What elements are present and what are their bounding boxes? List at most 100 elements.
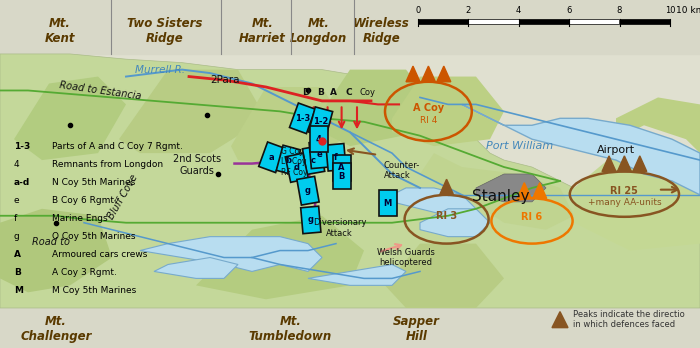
Text: Mt.
Challenger: Mt. Challenger <box>20 315 92 343</box>
Polygon shape <box>533 183 547 198</box>
Text: B: B <box>317 88 324 97</box>
Text: Mt.
Longdon: Mt. Longdon <box>290 17 347 45</box>
Text: 1-2: 1-2 <box>313 117 328 126</box>
Text: Wireless
Ridge: Wireless Ridge <box>353 17 410 45</box>
Text: Coy: Coy <box>360 88 375 97</box>
Bar <box>290 103 315 134</box>
Bar <box>326 144 346 171</box>
Bar <box>309 107 332 137</box>
Text: 4: 4 <box>516 6 522 15</box>
Text: 1-3: 1-3 <box>14 142 30 151</box>
Polygon shape <box>14 77 126 160</box>
Polygon shape <box>392 188 476 216</box>
Text: Armoured cars crews: Armoured cars crews <box>52 250 148 259</box>
Polygon shape <box>154 258 238 278</box>
Text: Road to Estancia: Road to Estancia <box>59 80 142 102</box>
Bar <box>297 176 319 205</box>
Text: C: C <box>345 88 352 97</box>
Polygon shape <box>0 209 112 292</box>
Text: g: g <box>305 186 311 195</box>
Polygon shape <box>0 54 700 308</box>
Bar <box>519 19 569 24</box>
Text: Sapper
Hill: Sapper Hill <box>393 315 440 343</box>
Text: Port William: Port William <box>486 141 553 151</box>
Polygon shape <box>392 77 504 146</box>
Text: A Coy 3 Rgmt.: A Coy 3 Rgmt. <box>52 268 118 277</box>
Polygon shape <box>421 66 435 82</box>
Bar <box>276 145 300 175</box>
Polygon shape <box>552 312 568 327</box>
Bar <box>259 142 284 173</box>
Text: Murrell R.: Murrell R. <box>134 65 185 74</box>
Text: e: e <box>316 150 322 159</box>
Text: f: f <box>14 214 18 223</box>
Text: RI 4: RI 4 <box>420 116 437 125</box>
Text: Remnants from Longdon: Remnants from Longdon <box>52 160 164 169</box>
Polygon shape <box>231 87 350 167</box>
Text: G Coy
LF Coy
RF Coy: G Coy LF Coy RF Coy <box>281 147 308 177</box>
Text: B Coy 6 Rgmt: B Coy 6 Rgmt <box>52 196 115 205</box>
Bar <box>620 19 670 24</box>
Bar <box>309 141 329 168</box>
Text: Mt.
Kent: Mt. Kent <box>44 17 75 45</box>
Text: Airport: Airport <box>597 145 635 155</box>
Text: Diversionary
Attack: Diversionary Attack <box>313 218 366 238</box>
Text: M Coy 5th Marines: M Coy 5th Marines <box>52 286 136 295</box>
Text: A: A <box>338 163 345 172</box>
Bar <box>332 163 351 189</box>
Polygon shape <box>119 70 266 153</box>
Text: 0: 0 <box>415 6 421 15</box>
Bar <box>286 153 308 182</box>
Polygon shape <box>617 156 631 172</box>
Polygon shape <box>196 216 364 299</box>
Text: 2Para: 2Para <box>211 75 240 85</box>
Text: g: g <box>308 215 314 224</box>
Text: f: f <box>334 153 338 162</box>
Polygon shape <box>437 66 451 82</box>
Text: Two Sisters
Ridge: Two Sisters Ridge <box>127 17 202 45</box>
Text: 10: 10 <box>665 6 675 15</box>
Text: a-d: a-d <box>14 178 30 187</box>
Bar <box>569 19 620 24</box>
Text: 8: 8 <box>617 6 622 15</box>
Polygon shape <box>140 237 322 271</box>
Text: RI 3: RI 3 <box>436 211 457 221</box>
Text: N Coy 5th Marines: N Coy 5th Marines <box>52 178 136 187</box>
Polygon shape <box>308 264 406 285</box>
Text: M: M <box>384 199 392 208</box>
Text: A Coy: A Coy <box>413 103 444 113</box>
Polygon shape <box>420 153 574 230</box>
Text: Bluff Cove: Bluff Cove <box>106 173 139 221</box>
Text: d: d <box>294 163 300 172</box>
Text: Welsh Guards
helicoptered: Welsh Guards helicoptered <box>377 248 435 267</box>
Text: b: b <box>286 156 291 165</box>
Text: M: M <box>14 286 23 295</box>
Text: g: g <box>14 232 20 241</box>
Text: c: c <box>311 156 316 165</box>
Polygon shape <box>406 66 420 82</box>
Text: A: A <box>14 250 21 259</box>
Text: B: B <box>338 172 345 181</box>
Text: A: A <box>330 88 337 97</box>
Polygon shape <box>322 70 434 146</box>
Text: 10 km: 10 km <box>676 6 700 15</box>
Text: a: a <box>269 153 274 162</box>
Polygon shape <box>420 209 490 237</box>
Text: Peaks indicate the directio
in which defences faced: Peaks indicate the directio in which def… <box>573 310 685 329</box>
Text: B: B <box>14 268 21 277</box>
Text: e: e <box>14 196 20 205</box>
Text: 2nd Scots
Guards: 2nd Scots Guards <box>174 155 221 176</box>
Bar <box>418 19 468 24</box>
Polygon shape <box>616 97 700 153</box>
Text: 6: 6 <box>566 6 572 15</box>
Text: Road to: Road to <box>32 237 69 247</box>
Bar <box>332 155 351 181</box>
Text: Stanley: Stanley <box>472 189 529 204</box>
Bar <box>301 206 321 234</box>
Text: Mt.
Tumbledown: Mt. Tumbledown <box>249 315 332 343</box>
Polygon shape <box>602 156 616 172</box>
Text: Marine Engs: Marine Engs <box>52 214 108 223</box>
Polygon shape <box>517 183 531 198</box>
Text: RI 25: RI 25 <box>610 186 638 196</box>
Text: +many AA-units: +many AA-units <box>587 198 662 207</box>
